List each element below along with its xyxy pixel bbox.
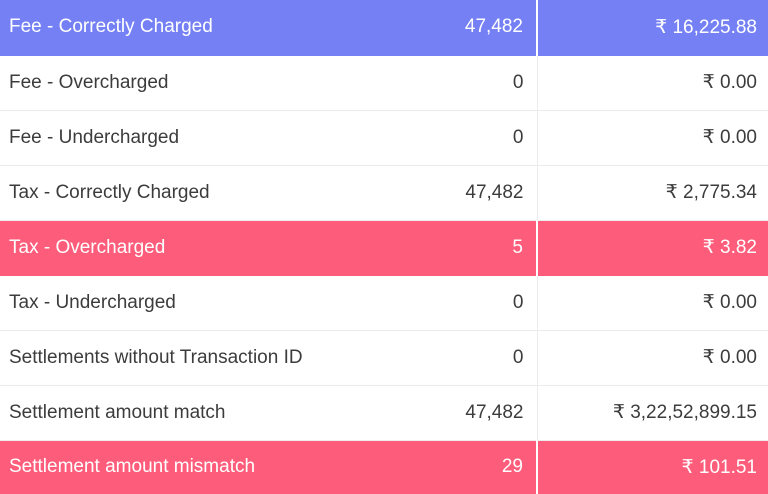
row-count: 47,482 (383, 0, 538, 56)
row-count: 47,482 (383, 165, 538, 221)
row-count: 0 (383, 330, 538, 386)
row-count: 0 (383, 275, 538, 331)
row-label: Fee - Correctly Charged (0, 0, 383, 56)
row-count: 0 (383, 55, 538, 111)
row-count: 0 (383, 110, 538, 166)
row-amount: ₹ 3,22,52,899.15 (537, 385, 768, 441)
table-row[interactable]: Tax - Correctly Charged 47,482 ₹ 2,775.3… (0, 165, 768, 221)
table-row[interactable]: Fee - Overcharged 0 ₹ 0.00 (0, 55, 768, 111)
row-amount: ₹ 0.00 (537, 110, 768, 166)
row-amount: ₹ 16,225.88 (537, 0, 768, 56)
row-label: Tax - Undercharged (0, 275, 383, 331)
table-row[interactable]: Settlement amount mismatch 29 ₹ 101.51 (0, 440, 768, 494)
table-row[interactable]: Tax - Undercharged 0 ₹ 0.00 (0, 275, 768, 331)
row-label: Fee - Undercharged (0, 110, 383, 166)
row-label: Fee - Overcharged (0, 55, 383, 111)
table-row[interactable]: Tax - Overcharged 5 ₹ 3.82 (0, 220, 768, 276)
table-row[interactable]: Settlement amount match 47,482 ₹ 3,22,52… (0, 385, 768, 441)
row-count: 29 (383, 440, 538, 494)
row-label: Tax - Correctly Charged (0, 165, 383, 221)
row-amount: ₹ 3.82 (537, 220, 768, 276)
row-label: Tax - Overcharged (0, 220, 383, 276)
row-count: 47,482 (383, 385, 538, 441)
row-amount: ₹ 0.00 (537, 330, 768, 386)
row-count: 5 (383, 220, 538, 276)
row-label: Settlements without Transaction ID (0, 330, 383, 386)
row-amount: ₹ 101.51 (537, 440, 768, 494)
row-label: Settlement amount match (0, 385, 383, 441)
table-row[interactable]: Settlements without Transaction ID 0 ₹ 0… (0, 330, 768, 386)
row-amount: ₹ 2,775.34 (537, 165, 768, 221)
row-label: Settlement amount mismatch (0, 440, 383, 494)
table-row[interactable]: Fee - Correctly Charged 47,482 ₹ 16,225.… (0, 0, 768, 56)
table-row[interactable]: Fee - Undercharged 0 ₹ 0.00 (0, 110, 768, 166)
row-amount: ₹ 0.00 (537, 55, 768, 111)
row-amount: ₹ 0.00 (537, 275, 768, 331)
